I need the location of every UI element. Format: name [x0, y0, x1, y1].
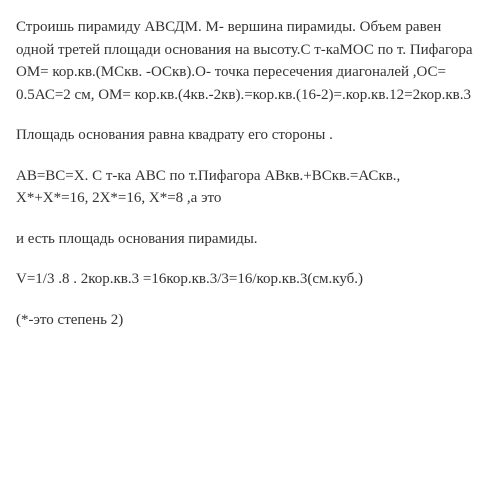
paragraph-3: АВ=ВС=Х. С т-ка АВС по т.Пифагора АВкв.+…	[16, 165, 476, 210]
paragraph-5: V=1/3 .8 . 2кор.кв.3 =16кор.кв.3/3=16/ко…	[16, 268, 476, 291]
paragraph-1: Строишь пирамиду АВСДМ. М- вершина пирам…	[16, 16, 476, 106]
paragraph-6: (*-это степень 2)	[16, 309, 476, 332]
paragraph-4: и есть площадь основания пирамиды.	[16, 228, 476, 251]
paragraph-2: Площадь основания равна квадрату его сто…	[16, 124, 476, 147]
